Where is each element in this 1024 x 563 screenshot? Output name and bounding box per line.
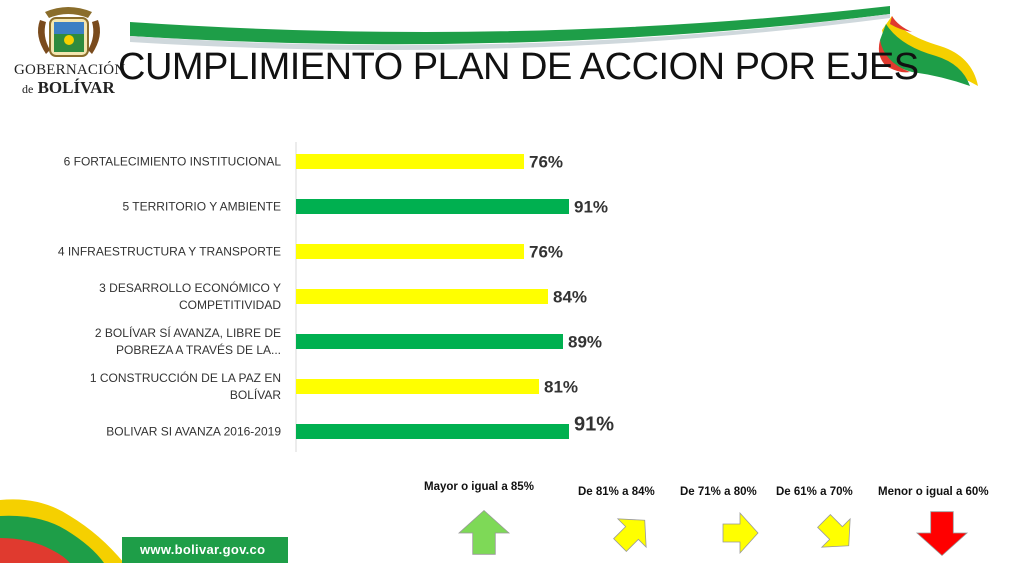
flag-emblem-top [878, 16, 978, 86]
category-label: 5 TERRITORIO Y AMBIENTE [123, 200, 282, 214]
header-swoosh [130, 6, 890, 50]
legend-label: De 81% a 84% [578, 486, 655, 498]
legend-label: De 71% a 80% [680, 486, 757, 498]
legend-arrows [457, 509, 969, 557]
legend-label: Menor o igual a 60% [878, 486, 989, 498]
legend-label: De 61% a 70% [776, 486, 853, 498]
legend-arrow-up-icon [457, 509, 511, 555]
bar [296, 154, 524, 169]
bar [296, 424, 569, 439]
category-label: 6 FORTALECIMIENTO INSTITUCIONAL [64, 155, 282, 169]
org-name-line1: GOBERNACIÓN [14, 62, 126, 78]
coat-of-arms-logo [38, 7, 100, 57]
legend-label: Mayor o igual a 85% [424, 481, 534, 493]
website-link[interactable]: www.bolivar.gov.co [140, 542, 266, 557]
data-label: 84% [553, 288, 587, 307]
data-label: 89% [568, 333, 602, 352]
legend-arrow-up-right-icon [613, 518, 647, 552]
category-label: 4 INFRAESTRUCTURA Y TRANSPORTE [58, 245, 281, 259]
org-name-bolivar: BOLÍVAR [37, 78, 115, 97]
data-label: 91% [574, 414, 614, 436]
legend-arrow-down-icon [915, 511, 969, 557]
data-label: 91% [574, 198, 608, 217]
category-label: 3 DESARROLLO ECONÓMICO Y [99, 280, 281, 295]
page-title: CUMPLIMIENTO PLAN DE ACCION POR EJES [118, 46, 919, 88]
bars-layer: 76% 6 FORTALECIMIENTO INSTITUCIONAL 91% 5 T… [58, 142, 614, 452]
bar [296, 334, 563, 349]
data-label: 81% [544, 378, 578, 397]
org-name-de: de [22, 82, 34, 96]
category-label: BOLIVAR SI AVANZA 2016-2019 [106, 425, 281, 439]
bar [296, 289, 548, 304]
bar [296, 379, 539, 394]
category-label: 1 CONSTRUCCIÓN DE LA PAZ EN [90, 370, 281, 385]
category-label: BOLÍVAR [230, 387, 281, 402]
legend-arrow-right-icon [722, 511, 759, 555]
data-label: 76% [529, 243, 563, 262]
category-label: COMPETITIVIDAD [179, 298, 281, 312]
org-name-line2: de BOLÍVAR [22, 78, 115, 98]
category-label: 2 BOLÍVAR SÍ AVANZA, LIBRE DE [95, 325, 281, 340]
bar [296, 244, 524, 259]
data-label: 76% [529, 153, 563, 172]
legend-arrow-down-right-icon [817, 514, 851, 548]
category-label: POBREZA A TRAVÉS DE LA... [116, 342, 281, 357]
bar [296, 199, 569, 214]
footer-flag [0, 496, 290, 563]
